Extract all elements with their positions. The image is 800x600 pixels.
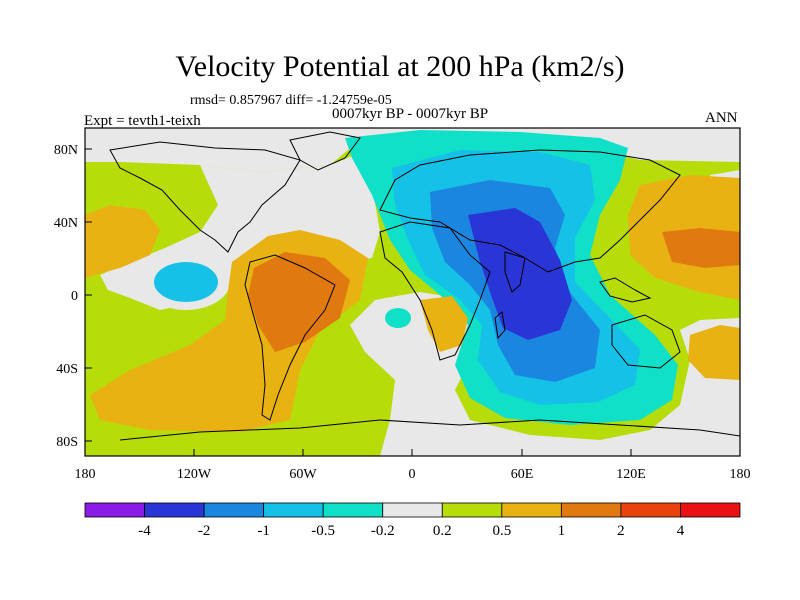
map-title: Velocity Potential at 200 hPa (km2/s) — [175, 50, 625, 83]
colorbar-label: -0.2 — [371, 523, 395, 539]
season-label: ANN — [705, 110, 738, 126]
coast-greenland — [289, 131, 361, 171]
x-tick-label: 180 — [730, 467, 751, 482]
period-label: 0007kyr BP - 0007kyr BP — [331, 106, 489, 122]
y-tick-label: 80S — [56, 435, 78, 450]
positive-west-pacific-core — [662, 228, 740, 268]
negative-level-4 — [468, 208, 572, 340]
colorbar-swatch — [560, 502, 622, 518]
colorbar-swatch — [84, 502, 145, 518]
colorbar-swatch — [441, 502, 503, 518]
colorbar-label: -2 — [198, 523, 211, 539]
coast-australia — [611, 314, 681, 369]
colorbar-swatch — [501, 502, 562, 518]
x-tick-label: 120E — [616, 467, 646, 482]
colorbar-label: -0.5 — [311, 523, 335, 539]
y-axis-labels: 80N 40N 0 40S 80S — [54, 143, 78, 450]
coastlines — [109, 131, 740, 441]
negative-cell-gulf-guinea-core — [385, 308, 411, 328]
y-tick-label: 0 — [71, 289, 78, 304]
positive-south-africa — [420, 296, 468, 352]
coast-south-america — [244, 254, 336, 421]
coast-africa — [379, 221, 491, 361]
colorbar-swatch — [203, 502, 265, 518]
colorbar-swatch — [620, 502, 681, 518]
negative-cell-west-atlantic-core — [154, 262, 218, 302]
colorbar-label: 0.5 — [492, 523, 511, 539]
positive-south-pacific — [688, 325, 740, 380]
coast-europe-asia — [379, 149, 681, 273]
colorbar-swatch — [322, 502, 384, 518]
coast-north-america — [109, 141, 301, 253]
x-axis-labels: 180 120W 60W 0 60E 120E 180 — [75, 467, 751, 482]
y-tick-label: 40N — [54, 216, 78, 231]
x-tick-label: 0 — [409, 467, 416, 482]
y-tick-label: 80N — [54, 143, 78, 158]
colorbar-swatch — [680, 502, 741, 518]
coast-india — [504, 251, 526, 293]
colorbar-swatch — [382, 502, 443, 518]
colorbar-label: -1 — [257, 523, 270, 539]
colorbar-swatch — [144, 502, 205, 518]
colorbar: -4 -2 -1 -0.5 -0.2 0.2 0.5 1 2 4 — [84, 502, 741, 539]
experiment-label: Expt = tevth1-teixh — [84, 113, 201, 129]
coast-madagascar — [494, 311, 506, 340]
colorbar-swatch — [263, 502, 324, 518]
x-tick-label: 180 — [75, 467, 96, 482]
y-tick-label: 40S — [56, 362, 78, 377]
colorbar-label: 2 — [617, 523, 625, 539]
colorbar-label: 0.2 — [433, 523, 452, 539]
positive-south-america-core — [248, 252, 350, 352]
colorbar-label: -4 — [138, 523, 151, 539]
positive-east-pacific — [85, 205, 160, 278]
x-tick-label: 60E — [511, 467, 534, 482]
x-tick-label: 60W — [289, 467, 317, 482]
coast-maritime-continent — [599, 277, 652, 303]
stats-label: rmsd= 0.857967 diff= -1.24759e-05 — [190, 93, 392, 108]
coast-antarctica — [119, 419, 740, 441]
colorbar-label: 1 — [558, 523, 566, 539]
contour-field — [85, 128, 740, 456]
x-tick-label: 120W — [177, 467, 212, 482]
colorbar-label: 4 — [677, 523, 685, 539]
tick-marks — [84, 148, 741, 456]
